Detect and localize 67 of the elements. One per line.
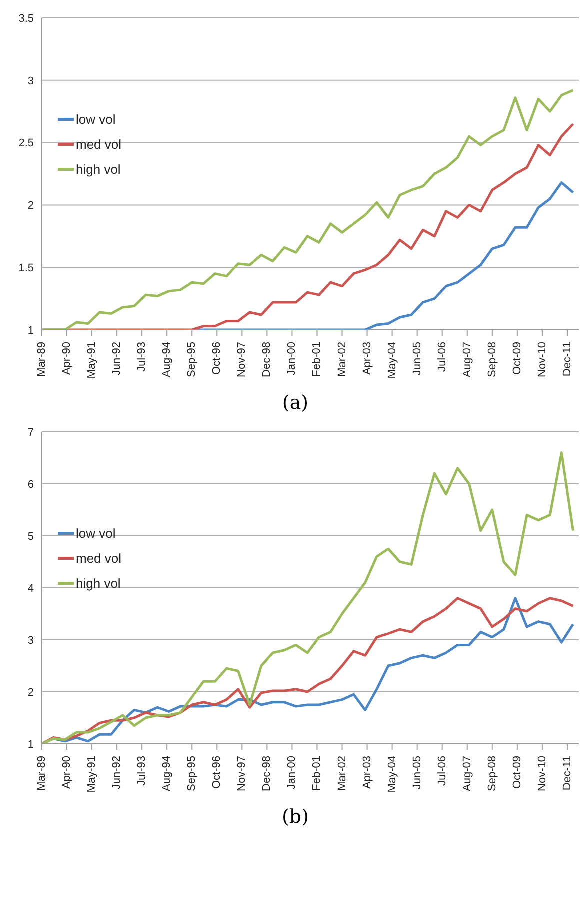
- x-tick-label: Jun-92: [111, 342, 124, 376]
- x-tick-label: Jan-00: [286, 756, 298, 790]
- x-tick-label: Nov-10: [536, 756, 548, 792]
- x-tick-label: Apr-03: [361, 756, 374, 790]
- x-tick-label: Jul-93: [136, 756, 148, 786]
- x-tick-label: Aug-94: [161, 342, 174, 378]
- legend-label: med vol: [76, 136, 122, 152]
- x-tick-label: May-91: [86, 342, 98, 379]
- x-tick-label: Nov-97: [236, 342, 248, 378]
- x-tick-label: Sep-08: [486, 756, 498, 792]
- x-tick-label: Apr-90: [61, 756, 74, 790]
- y-tick-label: 3: [28, 634, 34, 647]
- legend-label: high vol: [76, 162, 121, 177]
- y-tick-label: 2.5: [18, 138, 34, 150]
- x-tick-label: Jul-93: [136, 342, 148, 372]
- x-tick-label: Dec-98: [261, 342, 274, 378]
- x-tick-label: Oct-96: [211, 342, 224, 376]
- x-tick-label: Oct-96: [211, 756, 224, 790]
- x-tick-label: Jun-05: [411, 342, 424, 376]
- legend-label: med vol: [76, 550, 122, 566]
- y-tick-label: 6: [28, 478, 34, 491]
- x-tick-label: Mar-89: [36, 342, 48, 377]
- x-tick-label: May-91: [86, 756, 98, 793]
- x-tick-label: Apr-03: [361, 342, 374, 376]
- x-tick-label: Jan-00: [286, 342, 298, 376]
- x-tick-label: Nov-97: [236, 756, 248, 792]
- x-tick-label: Aug-94: [161, 756, 174, 792]
- x-tick-label: May-04: [386, 756, 398, 793]
- x-tick-label: Nov-10: [536, 342, 548, 378]
- text: (b): [281, 806, 310, 828]
- x-tick-label: Jul-06: [436, 342, 448, 372]
- y-tick-label: 3.5: [18, 12, 34, 25]
- x-tick-label: Feb-01: [311, 756, 324, 791]
- x-tick-label: Mar-02: [336, 342, 348, 377]
- x-tick-label: Sep-95: [186, 756, 198, 792]
- y-tick-label: 2: [28, 200, 34, 212]
- x-tick-label: Sep-95: [186, 342, 198, 378]
- x-tick-label: Mar-89: [36, 756, 48, 791]
- y-tick-label: 5: [28, 530, 34, 543]
- x-tick-label: Oct-09: [511, 756, 524, 790]
- y-tick-label: 3: [28, 75, 34, 88]
- x-tick-label: Jun-92: [111, 756, 124, 790]
- legend-label: high vol: [76, 576, 121, 591]
- x-tick-label: Feb-01: [311, 342, 324, 377]
- x-tick-label: Dec-11: [561, 756, 574, 791]
- line-series: [42, 452, 574, 744]
- x-tick-label: Apr-90: [61, 342, 74, 376]
- y-tick-label: 2: [28, 686, 34, 699]
- x-tick-label: Dec-11: [561, 342, 574, 377]
- y-tick-label: 1: [28, 324, 34, 337]
- x-tick-label: Jul-06: [436, 756, 448, 786]
- y-tick-label: 1: [28, 738, 34, 751]
- line-series: [42, 597, 574, 744]
- x-tick-label: Aug-07: [461, 342, 474, 378]
- x-tick-label: Sep-08: [486, 342, 498, 378]
- x-tick-label: May-04: [386, 342, 398, 379]
- legend-label: low vol: [76, 112, 116, 127]
- legend-label: low vol: [76, 526, 116, 541]
- x-tick-label: Jun-05: [411, 756, 424, 790]
- y-tick-label: 1.5: [18, 262, 34, 275]
- y-tick-label: 7: [28, 426, 34, 439]
- x-tick-label: Aug-07: [461, 756, 474, 792]
- x-tick-label: Dec-98: [261, 756, 274, 792]
- x-tick-label: Mar-02: [336, 756, 348, 791]
- y-tick-label: 4: [28, 582, 34, 595]
- x-tick-label: Oct-09: [511, 342, 524, 376]
- text: (a): [281, 392, 310, 414]
